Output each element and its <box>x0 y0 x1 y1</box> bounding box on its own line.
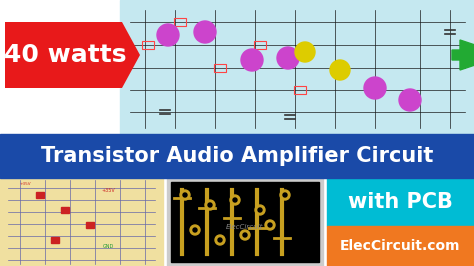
Bar <box>120 0 474 135</box>
Circle shape <box>364 77 386 99</box>
Circle shape <box>193 228 197 232</box>
Circle shape <box>218 238 222 242</box>
Bar <box>214 64 226 72</box>
Circle shape <box>255 205 265 215</box>
Circle shape <box>215 235 225 245</box>
Circle shape <box>180 190 190 200</box>
Circle shape <box>190 225 200 235</box>
Circle shape <box>399 89 421 111</box>
Bar <box>174 18 186 26</box>
Circle shape <box>194 21 216 43</box>
Bar <box>254 41 266 49</box>
Circle shape <box>295 42 315 62</box>
Circle shape <box>280 190 290 200</box>
Circle shape <box>277 47 299 69</box>
Bar <box>36 192 44 198</box>
Circle shape <box>243 233 247 237</box>
Text: +35V: +35V <box>20 182 32 186</box>
Bar <box>0 134 474 178</box>
Bar <box>86 222 94 228</box>
Circle shape <box>233 198 237 202</box>
FancyArrow shape <box>452 40 474 70</box>
Text: GND: GND <box>102 244 114 249</box>
Bar <box>327 226 474 266</box>
Text: ElecCircuit: ElecCircuit <box>226 224 264 230</box>
Bar <box>61 207 69 213</box>
Bar <box>171 182 319 262</box>
Circle shape <box>258 208 262 212</box>
Circle shape <box>265 220 275 230</box>
Text: Transistor Audio Amplifier Circuit: Transistor Audio Amplifier Circuit <box>41 146 433 166</box>
Text: with PCB: with PCB <box>348 192 453 212</box>
Circle shape <box>205 200 215 210</box>
Circle shape <box>268 223 272 227</box>
Text: 40 watts: 40 watts <box>4 43 126 67</box>
Circle shape <box>330 60 350 80</box>
Bar <box>167 178 323 266</box>
Circle shape <box>230 195 240 205</box>
Circle shape <box>240 230 250 240</box>
Circle shape <box>183 193 187 197</box>
Circle shape <box>241 49 263 71</box>
Circle shape <box>157 24 179 46</box>
Bar <box>334 64 346 72</box>
Text: +35V: +35V <box>101 188 115 193</box>
Circle shape <box>283 193 287 197</box>
Polygon shape <box>5 22 140 88</box>
Bar <box>142 41 154 49</box>
Bar <box>51 237 59 243</box>
Bar <box>327 178 474 226</box>
Bar <box>0 178 163 266</box>
Circle shape <box>208 203 212 207</box>
Text: ElecCircuit.com: ElecCircuit.com <box>340 239 461 253</box>
Bar <box>294 86 306 94</box>
